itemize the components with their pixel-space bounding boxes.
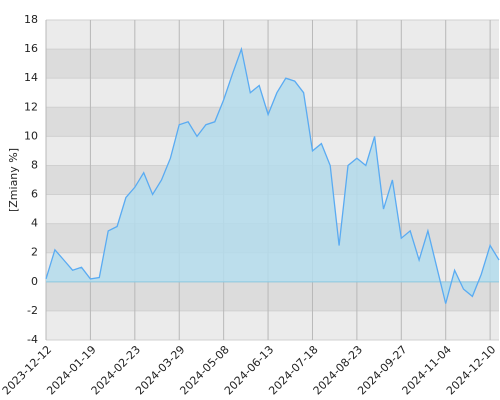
y-tick-label: 18 — [24, 13, 38, 26]
grid-band — [46, 49, 499, 79]
line — [45, 46, 500, 304]
grid-band — [46, 310, 499, 340]
y-tick-label: 16 — [24, 42, 38, 55]
y-tick-label: 4 — [31, 217, 38, 230]
y-tick-label: -2 — [27, 304, 38, 317]
y-tick-label: 10 — [24, 129, 38, 142]
grid-band — [46, 20, 499, 50]
y-tick-label: 2 — [31, 246, 38, 259]
y-axis-label: [Zmiany %] — [7, 148, 20, 212]
y-tick-label: 14 — [24, 71, 38, 84]
y-tick-label: 8 — [31, 158, 38, 171]
y-tick-label: 0 — [31, 275, 38, 288]
grid-band — [46, 281, 499, 311]
y-tick-label: -4 — [27, 333, 38, 346]
y-tick-label: 6 — [31, 188, 38, 201]
area — [46, 49, 499, 304]
y-tick-label: 12 — [24, 100, 38, 113]
